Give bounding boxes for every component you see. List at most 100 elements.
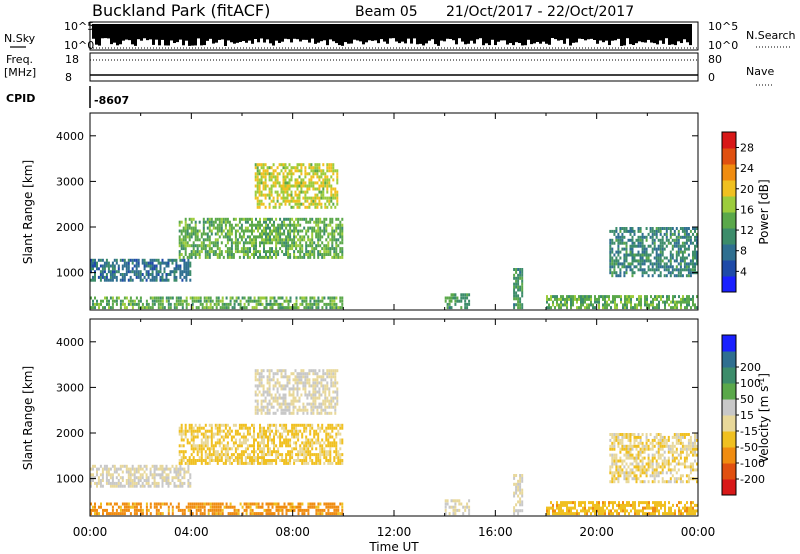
heatmap-cell xyxy=(131,505,134,509)
heatmap-cell xyxy=(200,461,203,465)
heatmap-cell xyxy=(326,184,329,188)
heatmap-cell xyxy=(685,238,688,242)
noise-bar xyxy=(557,24,560,41)
heatmap-cell xyxy=(275,244,278,248)
heatmap-cell xyxy=(270,166,273,170)
noise-bar xyxy=(353,24,356,40)
heatmap-cell xyxy=(316,408,319,412)
heatmap-cell xyxy=(298,169,301,173)
heatmap-cell xyxy=(203,505,206,509)
heatmap-cell xyxy=(633,256,636,260)
heatmap-cell xyxy=(240,450,243,454)
heatmap-cell xyxy=(186,441,189,445)
heatmap-cell xyxy=(234,456,237,460)
heatmap-cell xyxy=(117,467,120,471)
heatmap-cell xyxy=(208,229,211,233)
heatmap-cell xyxy=(331,296,334,300)
heatmap-cell xyxy=(649,235,652,239)
heatmap-cell xyxy=(315,232,318,236)
heatmap-cell xyxy=(285,456,288,460)
heatmap-cell xyxy=(287,250,290,254)
heatmap-cell xyxy=(272,163,275,167)
heatmap-cell xyxy=(290,178,293,182)
heatmap-cell xyxy=(664,501,666,505)
heatmap-cell xyxy=(694,512,696,516)
heatmap-cell xyxy=(692,265,694,269)
heatmap-cell xyxy=(325,453,328,457)
heatmap-cell xyxy=(259,253,261,256)
heatmap-cell xyxy=(305,241,308,245)
heatmap-cell xyxy=(339,461,342,465)
noise-tick-right-bottom: 10^0 xyxy=(708,39,738,52)
heatmap-cell xyxy=(309,459,312,462)
heatmap-cell xyxy=(240,217,243,221)
heatmap-cell xyxy=(292,396,295,400)
heatmap-cell xyxy=(265,502,268,506)
heatmap-cell xyxy=(215,296,218,300)
heatmap-cell xyxy=(291,502,294,506)
heatmap-cell xyxy=(90,261,92,265)
heatmap-cell xyxy=(564,512,566,516)
heatmap-cell xyxy=(333,441,336,445)
heatmap-cell xyxy=(657,238,660,242)
heatmap-cell xyxy=(199,296,202,300)
heatmap-cell xyxy=(179,464,182,468)
heatmap-cell xyxy=(288,199,291,203)
heatmap-cell xyxy=(635,259,638,263)
heatmap-cell xyxy=(613,447,616,451)
heatmap-cell xyxy=(212,241,215,245)
heatmap-cell xyxy=(517,500,520,504)
heatmap-cell xyxy=(309,302,312,306)
heatmap-cell xyxy=(214,244,217,248)
heatmap-cell xyxy=(314,369,317,373)
heatmap-cell xyxy=(278,172,281,176)
heatmap-cell xyxy=(313,250,316,254)
heatmap-cell xyxy=(631,259,634,263)
heatmap-cell xyxy=(642,501,644,505)
heatmap-cell xyxy=(253,447,255,451)
heatmap-cell xyxy=(268,369,271,373)
heatmap-cell xyxy=(639,244,642,248)
heatmap-cell xyxy=(329,253,332,256)
heatmap-cell xyxy=(309,441,312,445)
heatmap-cell xyxy=(192,232,195,236)
heatmap-cell xyxy=(207,306,210,310)
heatmap-cell xyxy=(293,447,296,451)
heatmap-cell xyxy=(181,299,184,303)
heatmap-cell xyxy=(299,423,302,427)
heatmap-cell xyxy=(279,238,282,242)
heatmap-cell xyxy=(313,502,316,506)
heatmap-cell xyxy=(251,459,253,462)
heatmap-cell xyxy=(299,459,302,462)
heatmap-cell xyxy=(115,481,118,485)
heatmap-cell xyxy=(337,423,340,427)
heatmap-cell xyxy=(303,226,306,230)
heatmap-cell xyxy=(90,467,92,471)
heatmap-cell xyxy=(286,181,289,185)
heatmap-cell xyxy=(560,506,562,510)
heatmap-cell xyxy=(263,250,265,254)
heatmap-cell xyxy=(244,238,247,242)
heatmap-cell xyxy=(224,226,227,230)
heatmap-cell xyxy=(318,175,321,179)
heatmap-cell xyxy=(161,473,164,477)
heatmap-cell xyxy=(244,229,247,233)
heatmap-cell xyxy=(244,426,247,430)
heatmap-cell xyxy=(284,411,287,415)
heatmap-cell xyxy=(337,232,340,236)
heatmap-cell xyxy=(253,444,255,448)
noise-bar xyxy=(449,24,452,39)
heatmap-cell xyxy=(651,268,654,272)
heatmap-cell xyxy=(314,196,317,200)
heatmap-cell xyxy=(182,429,185,433)
heatmap-cell xyxy=(652,306,654,310)
noise-bar xyxy=(410,24,413,44)
heatmap-cell xyxy=(657,247,660,251)
heatmap-cell xyxy=(103,270,106,274)
heatmap-cell xyxy=(292,402,295,406)
heatmap-cell xyxy=(617,259,620,263)
heatmap-cell xyxy=(228,223,231,227)
heatmap-cell xyxy=(668,506,670,510)
heatmap-cell xyxy=(127,479,130,482)
heatmap-cell xyxy=(216,241,219,245)
